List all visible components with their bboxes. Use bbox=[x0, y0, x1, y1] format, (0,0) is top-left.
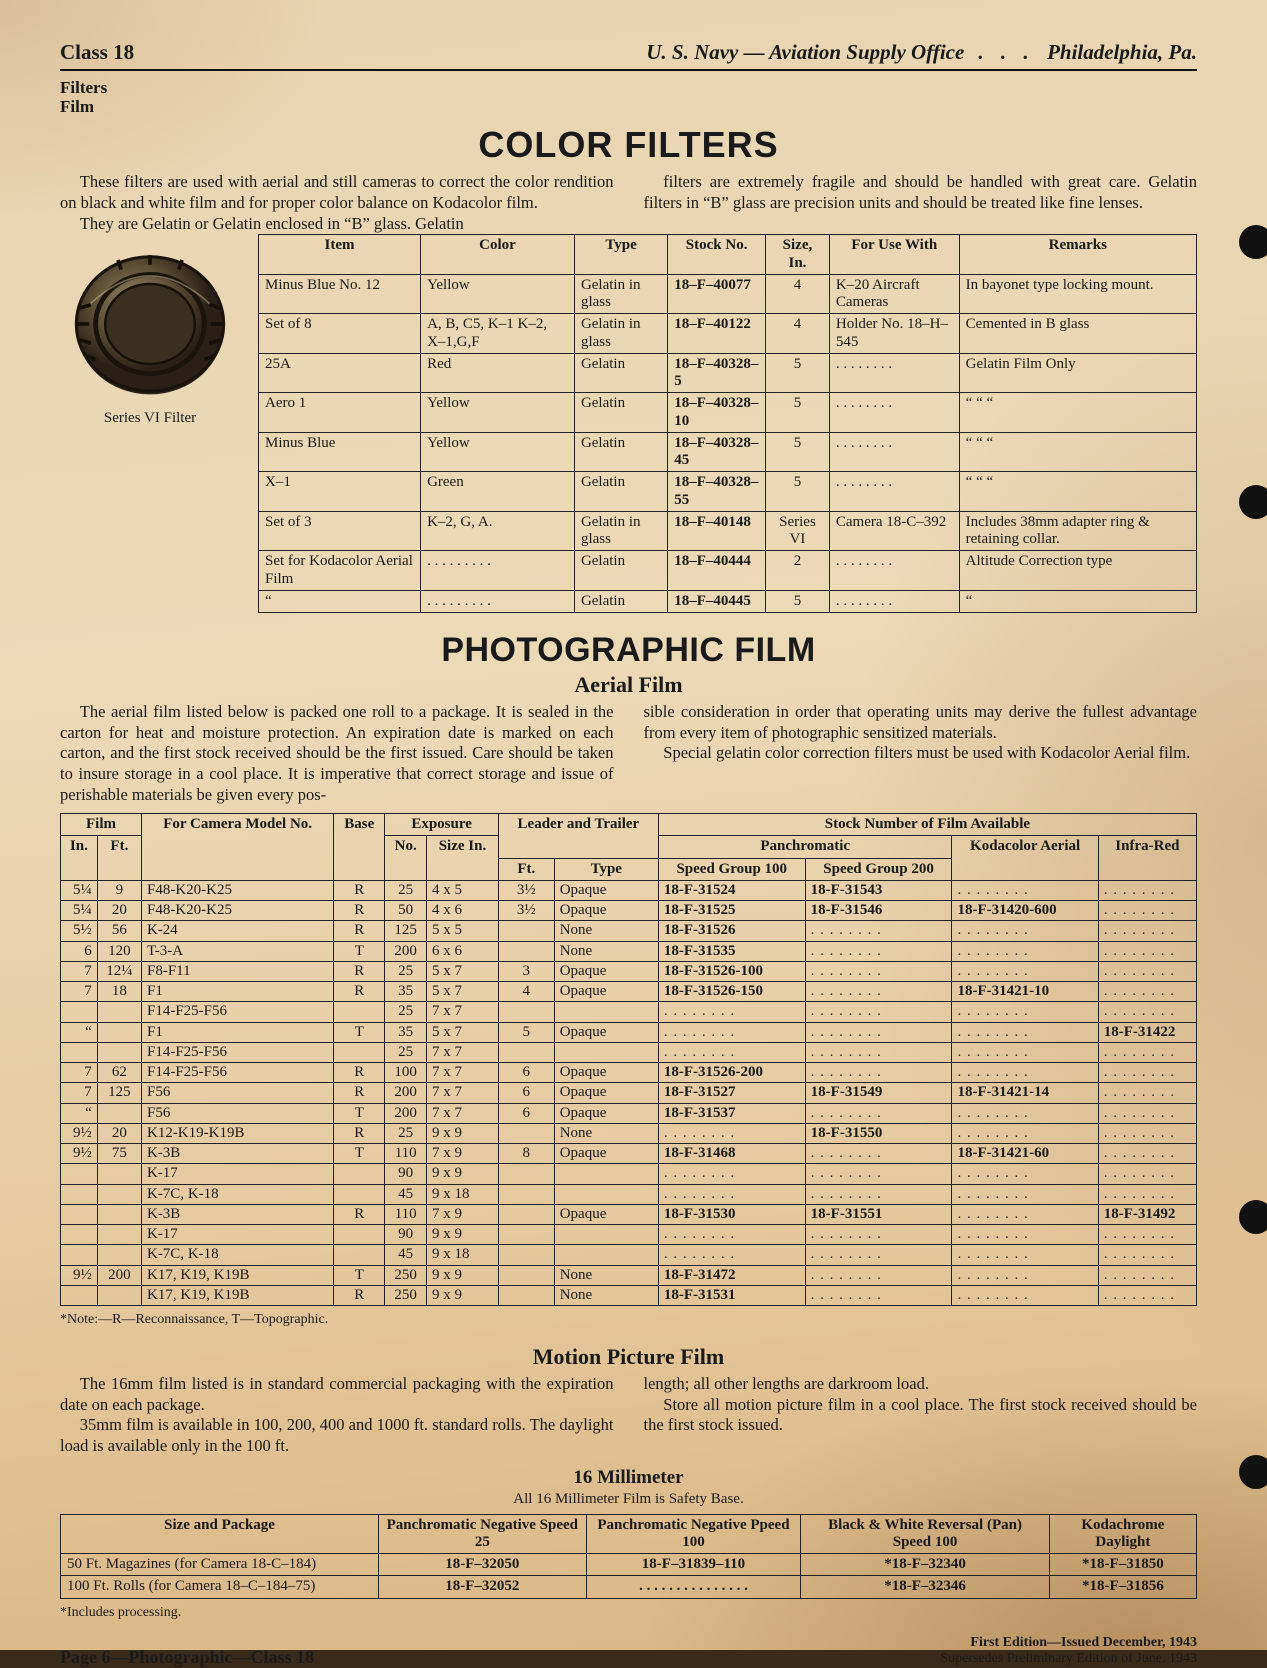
table-row: Aero 1YellowGelatin18–F–40328–105. . . .… bbox=[259, 393, 1197, 433]
page: Class 18 U. S. Navy — Aviation Supply Of… bbox=[0, 0, 1267, 1650]
masthead-center: U. S. Navy — Aviation Supply Office . . … bbox=[646, 40, 1197, 65]
table-row: “F56T2007 x 76Opaque18-F-31537. . . . . … bbox=[61, 1103, 1197, 1123]
table-row: K-17909 x 9. . . . . . . .. . . . . . . … bbox=[61, 1164, 1197, 1184]
table-row: 5¼9F48-K20-K25R254 x 53½Opaque18-F-31524… bbox=[61, 880, 1197, 900]
page-footer: Page 6—Photographic—Class 18 First Editi… bbox=[60, 1635, 1197, 1668]
section-title-color-filters: COLOR FILTERS bbox=[60, 124, 1197, 166]
masthead-left: Class 18 bbox=[60, 40, 134, 65]
table-row: “. . . . . . . . .Gelatin18–F–404455. . … bbox=[259, 590, 1197, 612]
lens-filter-icon bbox=[70, 244, 230, 404]
table-row: 50 Ft. Magazines (for Camera 18-C–184)18… bbox=[61, 1554, 1197, 1576]
subtitle-motion-picture: Motion Picture Film bbox=[60, 1344, 1197, 1370]
section-title-photo-film: PHOTOGRAPHIC FILM bbox=[60, 631, 1197, 670]
aerial-film-intro: The aerial film listed below is packed o… bbox=[60, 702, 1197, 805]
filter-illustration: Series VI Filter bbox=[60, 234, 240, 427]
table-row: K-17909 x 9. . . . . . . .. . . . . . . … bbox=[61, 1225, 1197, 1245]
table-row: Minus BlueYellowGelatin18–F–40328–455. .… bbox=[259, 432, 1197, 472]
aerial-film-table: Film For Camera Model No. Base Exposure … bbox=[60, 813, 1197, 1306]
subtitle-aerial-film: Aerial Film bbox=[60, 672, 1197, 698]
masthead: Class 18 U. S. Navy — Aviation Supply Of… bbox=[60, 40, 1197, 65]
table-row: K-7C, K-18459 x 18. . . . . . . .. . . .… bbox=[61, 1184, 1197, 1204]
masthead-rule bbox=[60, 69, 1197, 71]
table-row: 100 Ft. Rolls (for Camera 18–C–184–75)18… bbox=[61, 1576, 1197, 1598]
subnote-16mm: All 16 Millimeter Film is Safety Base. bbox=[60, 1491, 1197, 1508]
table-row: Set for Kodacolor Aerial Film. . . . . .… bbox=[259, 551, 1197, 591]
binder-hole bbox=[1239, 485, 1267, 519]
table-row: Minus Blue No. 12YellowGelatin in glass1… bbox=[259, 274, 1197, 314]
table-row: 7 125F56R2007 x 76Opaque18-F-3152718-F-3… bbox=[61, 1083, 1197, 1103]
color-filters-table: ItemColorTypeStock No.Size, In.For Use W… bbox=[258, 234, 1197, 613]
table-row: 9½200K17, K19, K19BT2509 x 9None18-F-314… bbox=[61, 1265, 1197, 1285]
table-row: 7 18F1R355 x 74Opaque18-F-31526-150. . .… bbox=[61, 982, 1197, 1002]
filter-caption: Series VI Filter bbox=[60, 410, 240, 427]
table-row: “F1T355 x 75Opaque. . . . . . . .. . . .… bbox=[61, 1022, 1197, 1042]
table-row: K-3BR1107 x 9Opaque18-F-3153018-F-31551.… bbox=[61, 1204, 1197, 1224]
table-row: 25ARedGelatin18–F–40328–55. . . . . . . … bbox=[259, 353, 1197, 393]
binder-hole bbox=[1239, 225, 1267, 259]
color-filters-block: Series VI Filter ItemColorTypeStock No.S… bbox=[60, 234, 1197, 613]
table-row: 5½56K-24R1255 x 5None18-F-31526. . . . .… bbox=[61, 921, 1197, 941]
table-row: 7 62F14-F25-F56R1007 x 76Opaque18-F-3152… bbox=[61, 1063, 1197, 1083]
table-row: 9½75K-3BT1107 x 98Opaque18-F-31468. . . … bbox=[61, 1144, 1197, 1164]
table-row: K-7C, K-18459 x 18. . . . . . . .. . . .… bbox=[61, 1245, 1197, 1265]
table-row: F14-F25-F56257 x 7. . . . . . . .. . . .… bbox=[61, 1042, 1197, 1062]
table-row: 9½20K12-K19-K19BR259 x 9None. . . . . . … bbox=[61, 1123, 1197, 1143]
table-row: 6 120T-3-AT2006 x 6None18-F-31535. . . .… bbox=[61, 941, 1197, 961]
footer-right: First Edition—Issued December, 1943 Supe… bbox=[940, 1635, 1197, 1668]
binder-hole bbox=[1239, 1200, 1267, 1234]
table-row: Set of 3K–2, G, A.Gelatin in glass18–F–4… bbox=[259, 511, 1197, 551]
table-row: Set of 8A, B, C5, K–1 K–2, X–1,G,FGelati… bbox=[259, 314, 1197, 354]
table-row: F14-F25-F56257 x 7. . . . . . . .. . . .… bbox=[61, 1002, 1197, 1022]
page-subhead: Filters Film bbox=[60, 79, 1197, 116]
motion-intro: The 16mm film listed is in standard comm… bbox=[60, 1374, 1197, 1457]
aerial-film-note: *Note:—R—Reconnaissance, T—Topographic. bbox=[60, 1312, 1197, 1328]
table-row: K17, K19, K19BR2509 x 9None18-F-31531. .… bbox=[61, 1285, 1197, 1305]
color-filters-intro: These filters are used with aerial and s… bbox=[60, 172, 1197, 234]
motion-16mm-table: Size and PackagePanchromatic Negative Sp… bbox=[60, 1514, 1197, 1599]
table-row: 7 12¼F8-F11R255 x 73Opaque18-F-31526-100… bbox=[61, 961, 1197, 981]
binder-hole bbox=[1239, 1455, 1267, 1489]
table-row: 5¼20F48-K20-K25R504 x 63½Opaque18-F-3152… bbox=[61, 901, 1197, 921]
subtitle-16mm: 16 Millimeter bbox=[60, 1467, 1197, 1489]
footer-left: Page 6—Photographic—Class 18 bbox=[60, 1647, 314, 1668]
motion-footnote: *Includes processing. bbox=[60, 1605, 1197, 1621]
table-row: X–1GreenGelatin18–F–40328–555. . . . . .… bbox=[259, 472, 1197, 512]
